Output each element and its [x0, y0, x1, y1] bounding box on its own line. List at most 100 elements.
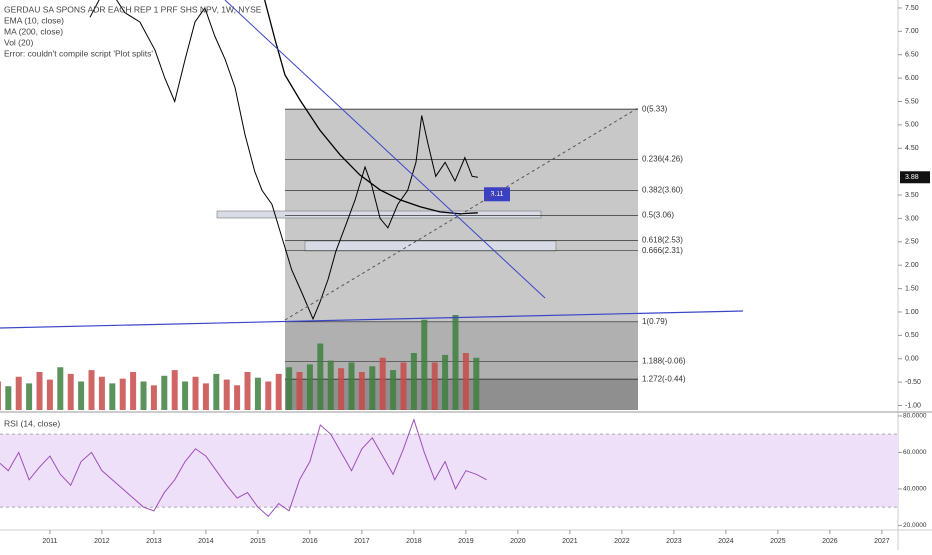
volume-bar — [36, 372, 43, 410]
volume-bar — [150, 385, 157, 410]
fib-label: 0.236(4.26) — [642, 155, 683, 164]
fib-label: 1.188(-0.06) — [642, 357, 686, 366]
volume-bar — [327, 360, 334, 410]
legend-entry: Error: couldn't compile script 'Plot spl… — [4, 48, 153, 58]
volume-bar — [244, 372, 251, 410]
time-tick-label: 2024 — [718, 538, 734, 545]
time-tick-label: 2021 — [562, 538, 578, 545]
time-tick-label: 2018 — [406, 538, 422, 545]
fib-label: 1(0.79) — [642, 317, 668, 326]
volume-bar — [140, 381, 147, 410]
volume-bar — [286, 367, 293, 410]
volume-bar — [473, 357, 480, 410]
volume-bar — [182, 381, 189, 410]
volume-bar — [462, 353, 469, 410]
fib-label: 0.5(3.06) — [642, 211, 674, 220]
last-price-label: 3.88 — [905, 174, 919, 181]
price-tick-label: 3.00 — [905, 215, 919, 222]
volume-bar — [296, 372, 303, 410]
marker-badge — [484, 187, 510, 202]
rsi-tick-label: 80.0000 — [903, 413, 927, 420]
price-tick-label: 7.00 — [905, 28, 919, 35]
volume-bar — [213, 373, 220, 410]
price-tick-label: 6.50 — [905, 52, 919, 59]
volume-bar — [306, 364, 313, 410]
volume-bar — [171, 370, 178, 410]
fib-label: 0.666(2.31) — [642, 246, 683, 255]
volume-bar — [46, 379, 53, 410]
time-tick-label: 2011 — [42, 538, 57, 545]
volume-bar — [452, 315, 459, 410]
volume-bar — [265, 381, 272, 410]
volume-bar — [88, 370, 95, 410]
price-tick-label: 1.50 — [905, 285, 919, 292]
time-tick-label: 2016 — [302, 538, 318, 545]
price-tick-label: 6.00 — [905, 75, 919, 82]
time-tick-label: 2017 — [354, 538, 370, 545]
volume-bar — [234, 385, 241, 410]
volume-bar — [442, 354, 449, 410]
volume-bar — [421, 319, 428, 410]
price-tick-label: 7.50 — [905, 5, 919, 12]
volume-bar — [98, 376, 105, 410]
time-tick-label: 2027 — [874, 538, 890, 545]
volume-bar — [202, 383, 209, 410]
ma200-line — [264, 0, 478, 215]
time-tick-label: 2023 — [666, 538, 682, 545]
price-tick-label: 5.50 — [905, 98, 919, 105]
volume-bar — [400, 362, 407, 410]
volume-bar — [0, 381, 1, 410]
rsi-title: RSI (14, close) — [4, 418, 60, 428]
time-tick-label: 2020 — [510, 538, 526, 545]
fib-box-bottom — [285, 378, 638, 410]
zone-box — [304, 240, 557, 252]
volume-bar — [15, 376, 22, 410]
time-tick-label: 2026 — [822, 538, 838, 545]
fib-label: 0.382(3.60) — [642, 185, 683, 194]
rsi-tick-label: 40.0000 — [903, 486, 927, 493]
volume-bar — [67, 373, 74, 410]
fib-label: 0(5.33) — [642, 105, 668, 114]
time-tick-label: 2014 — [198, 538, 214, 545]
volume-bar — [161, 375, 168, 410]
volume-bar — [254, 377, 261, 410]
rsi-tick-label: 60.0000 — [903, 449, 927, 456]
volume-bar — [338, 368, 345, 410]
trend-line — [224, 0, 546, 299]
rsi-line — [0, 418, 487, 518]
volume-bar — [223, 379, 230, 410]
legend-entry: EMA (10, close) — [4, 15, 64, 25]
volume-bar — [26, 383, 33, 410]
legend-entry: Vol (20) — [4, 37, 33, 47]
volume-bar — [275, 373, 282, 410]
volume-bar — [390, 370, 397, 410]
volume-bar — [369, 366, 376, 410]
time-tick-label: 2015 — [250, 538, 266, 545]
volume-bar — [358, 372, 365, 410]
marker-label: 3.11 — [490, 191, 503, 198]
volume-bar — [379, 357, 386, 410]
time-tick-label: 2019 — [458, 538, 474, 545]
volume-bar — [78, 381, 85, 410]
price-tick-label: 0.50 — [905, 332, 919, 339]
volume-bar — [410, 353, 417, 410]
time-tick-label: 2013 — [146, 538, 162, 545]
support-line — [0, 310, 744, 329]
time-tick-label: 2025 — [770, 538, 786, 545]
legend-entry: GERDAU SA SPONS ADR EACH REP 1 PRF SHS N… — [4, 4, 262, 14]
price-tick-label: 2.50 — [905, 239, 919, 246]
volume-bar — [119, 378, 126, 410]
volume-bar — [130, 372, 137, 410]
price-tick-label: 1.00 — [905, 309, 919, 316]
volume-bar — [5, 386, 12, 410]
last-price-badge — [900, 171, 930, 184]
time-tick-label: 2012 — [94, 538, 110, 545]
price-tick-label: -1.00 — [905, 402, 921, 409]
price-tick-label: -0.50 — [905, 379, 921, 386]
fib-diagonal — [284, 107, 639, 321]
price-tick-label: 5.00 — [905, 122, 919, 129]
price-tick-label: 2.00 — [905, 262, 919, 269]
time-tick-label: 2022 — [614, 538, 630, 545]
volume-bar — [317, 343, 324, 410]
